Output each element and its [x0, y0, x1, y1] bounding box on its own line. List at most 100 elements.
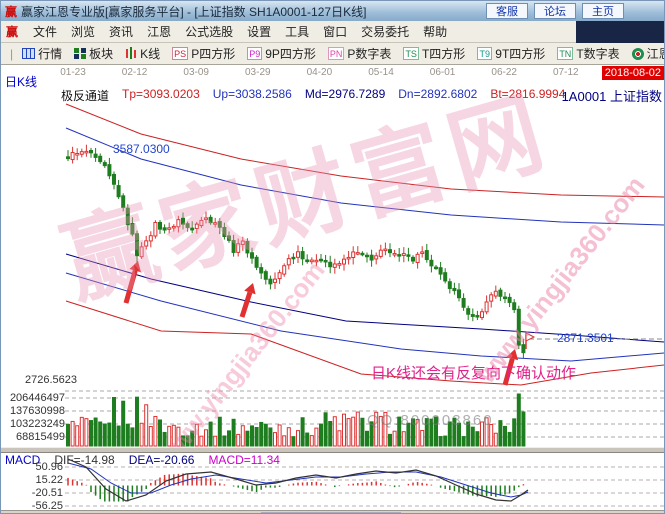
toolbar-item[interactable]: PS P四方形 — [172, 45, 235, 62]
toolbar-item-label: T数字表 — [576, 47, 620, 61]
toolbar-item[interactable]: K线 — [125, 45, 160, 62]
horizontal-scrollbar[interactable] — [1, 510, 664, 513]
title-button[interactable]: 主页 — [582, 3, 624, 19]
candlestick — [309, 259, 314, 263]
kline-chart-pane[interactable]: 01-23 02-12 03-09 03-29 04-20 05-14 06-01 06-22… — [1, 65, 665, 473]
toolbar-item[interactable]: 行情 — [22, 45, 62, 62]
current-date-badge: 2018-08-02 — [601, 66, 664, 80]
candlestick — [342, 258, 346, 265]
candlestick — [438, 267, 443, 275]
volume-bar — [342, 413, 346, 447]
menu-item[interactable]: 公式选股 — [185, 25, 234, 39]
t9-square-icon: T9 — [477, 47, 493, 60]
candlestick — [498, 289, 503, 297]
p-square-icon: PS — [172, 47, 189, 60]
volume-bar — [162, 431, 167, 447]
candlestick — [521, 344, 526, 354]
blocks-icon — [74, 48, 87, 59]
candlestick — [250, 252, 254, 259]
volume-bar — [319, 423, 323, 447]
menu-item[interactable]: 设置 — [247, 25, 272, 39]
volume-bar — [484, 417, 489, 447]
volume-bar — [263, 423, 268, 447]
candlestick — [429, 259, 434, 267]
title-buttons: 客服 论坛 主页 — [486, 3, 624, 19]
macd-pane-label[interactable]: MACD — [5, 453, 41, 467]
macd-pane[interactable]: MACD DIF=-14.98 DEA=-20.66 MACD=11.34 50.9… — [1, 453, 665, 510]
candlestick — [208, 216, 213, 224]
menu-item[interactable]: 窗口 — [323, 25, 348, 39]
toolbar-item[interactable]: T9 9T四方形 — [477, 45, 545, 62]
macd-canvas[interactable] — [1, 453, 665, 510]
kline-chart-canvas[interactable] — [1, 65, 665, 447]
candlestick — [434, 266, 438, 270]
volume-bar — [434, 416, 438, 447]
candlestick — [199, 219, 204, 227]
volume-bar — [250, 425, 254, 447]
toolbar-item[interactable]: TS T四方形 — [403, 45, 465, 62]
volume-bar — [236, 433, 241, 447]
candlestick — [116, 185, 121, 198]
candlestick — [66, 156, 70, 160]
scrollbar-thumb[interactable] — [261, 512, 401, 513]
candlestick — [89, 150, 93, 154]
toolbar-item-label: P四方形 — [191, 47, 236, 61]
candlestick — [213, 222, 218, 225]
volume-bar — [93, 417, 98, 447]
toolbar-item[interactable]: P9 9P四方形 — [247, 45, 316, 62]
toolbar-item[interactable]: TN T数字表 — [557, 45, 620, 62]
menu-items: 文件 浏览 资讯 江恩 公式选股 设置 工具 窗口 交易委托 帮助 — [26, 21, 454, 42]
toolbar-item-label: 行情 — [38, 47, 63, 61]
candlestick — [397, 254, 402, 257]
date-axis-label: 06-22 — [491, 67, 517, 78]
macd-axis-label: -56.25 — [31, 500, 63, 510]
candlestick — [259, 267, 264, 274]
volume-bar — [466, 421, 471, 447]
candlestick — [319, 258, 323, 262]
dif-line — [67, 458, 529, 502]
volume-bar — [512, 418, 517, 447]
toolbar-item[interactable]: 板块 — [74, 45, 113, 62]
menu-item[interactable]: 帮助 — [423, 25, 448, 39]
candlestick — [176, 219, 181, 228]
menu-bar: 赢 文件 浏览 资讯 江恩 公式选股 设置 工具 窗口 交易委托 帮助 — [1, 21, 664, 43]
date-axis-label: 05-14 — [368, 67, 394, 78]
volume-bar — [273, 432, 277, 447]
volume-bar — [424, 418, 429, 447]
candlestick-icon — [125, 47, 138, 60]
volume-bar — [158, 419, 162, 447]
pane-splitter[interactable] — [1, 447, 664, 453]
candlestick — [185, 223, 190, 228]
menu-item[interactable]: 文件 — [33, 25, 58, 39]
title-button[interactable]: 论坛 — [534, 3, 576, 19]
volume-bar — [401, 431, 406, 447]
channel-legend: 极反通道 Tp=3093.0203 Up=3038.2586 Md=2976.728… — [61, 87, 565, 104]
menu-item[interactable]: 江恩 — [147, 25, 172, 39]
menu-item[interactable]: 交易委托 — [361, 25, 410, 39]
toolbar-item[interactable]: 江恩轮 — [631, 45, 664, 62]
menu-item[interactable]: 浏览 — [71, 25, 96, 39]
volume-bar — [79, 416, 84, 447]
candlestick — [231, 240, 236, 253]
volume-bar — [314, 427, 319, 447]
title-button[interactable]: 客服 — [486, 3, 528, 19]
candlestick — [222, 226, 227, 238]
volume-bar — [507, 431, 512, 447]
menu-item[interactable]: 工具 — [285, 25, 310, 39]
analyst-note: 日K线还会有反复向下确认动作 — [371, 365, 577, 382]
candlestick — [374, 255, 379, 260]
menu-item[interactable]: 资讯 — [109, 25, 134, 39]
toolbar-item[interactable]: PN P数字表 — [327, 45, 391, 62]
date-axis-label: 03-09 — [183, 67, 209, 78]
candlestick — [475, 315, 480, 318]
candlestick — [512, 302, 517, 311]
date-axis-label: 06-01 — [429, 67, 456, 78]
pane-label-daily-kline[interactable]: 日K线 — [5, 75, 38, 89]
candlestick — [277, 272, 282, 280]
volume-bar — [259, 421, 264, 447]
volume-bar — [208, 421, 213, 447]
p-table-icon: PN — [327, 47, 345, 60]
volume-bar — [415, 419, 420, 447]
volume-bar — [374, 411, 379, 447]
volume-bar — [231, 418, 236, 447]
